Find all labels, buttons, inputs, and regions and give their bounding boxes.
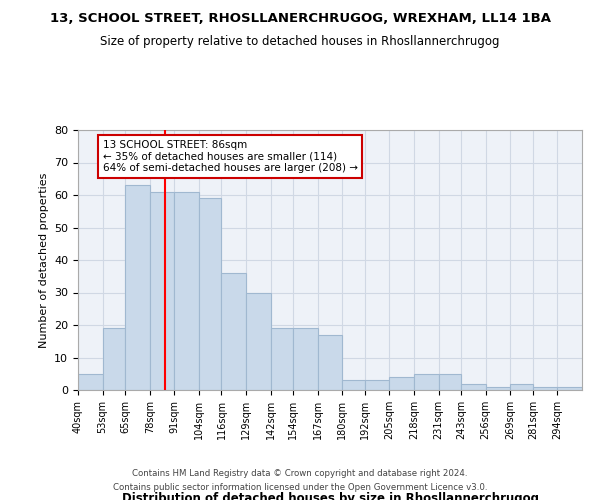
Bar <box>486 387 510 390</box>
Bar <box>461 384 486 390</box>
Y-axis label: Number of detached properties: Number of detached properties <box>38 172 49 348</box>
Bar <box>221 273 246 390</box>
Bar <box>414 374 439 390</box>
Text: Contains public sector information licensed under the Open Government Licence v3: Contains public sector information licen… <box>113 484 487 492</box>
Bar <box>150 192 174 390</box>
Bar <box>174 192 199 390</box>
Bar <box>78 374 103 390</box>
Bar <box>439 374 461 390</box>
Bar <box>365 380 389 390</box>
Bar <box>533 387 557 390</box>
Bar <box>246 292 271 390</box>
Text: 13, SCHOOL STREET, RHOSLLANERCHRUGOG, WREXHAM, LL14 1BA: 13, SCHOOL STREET, RHOSLLANERCHRUGOG, WR… <box>49 12 551 26</box>
Bar <box>342 380 365 390</box>
Bar <box>389 377 414 390</box>
Bar <box>199 198 221 390</box>
X-axis label: Distribution of detached houses by size in Rhosllannerchrugog: Distribution of detached houses by size … <box>121 492 539 500</box>
Bar <box>510 384 533 390</box>
Bar <box>271 328 293 390</box>
Bar <box>318 335 342 390</box>
Text: Size of property relative to detached houses in Rhosllannerchrugog: Size of property relative to detached ho… <box>100 35 500 48</box>
Bar <box>293 328 318 390</box>
Bar <box>125 185 150 390</box>
Bar <box>103 328 125 390</box>
Bar <box>557 387 582 390</box>
Text: Contains HM Land Registry data © Crown copyright and database right 2024.: Contains HM Land Registry data © Crown c… <box>132 468 468 477</box>
Text: 13 SCHOOL STREET: 86sqm
← 35% of detached houses are smaller (114)
64% of semi-d: 13 SCHOOL STREET: 86sqm ← 35% of detache… <box>103 140 358 173</box>
